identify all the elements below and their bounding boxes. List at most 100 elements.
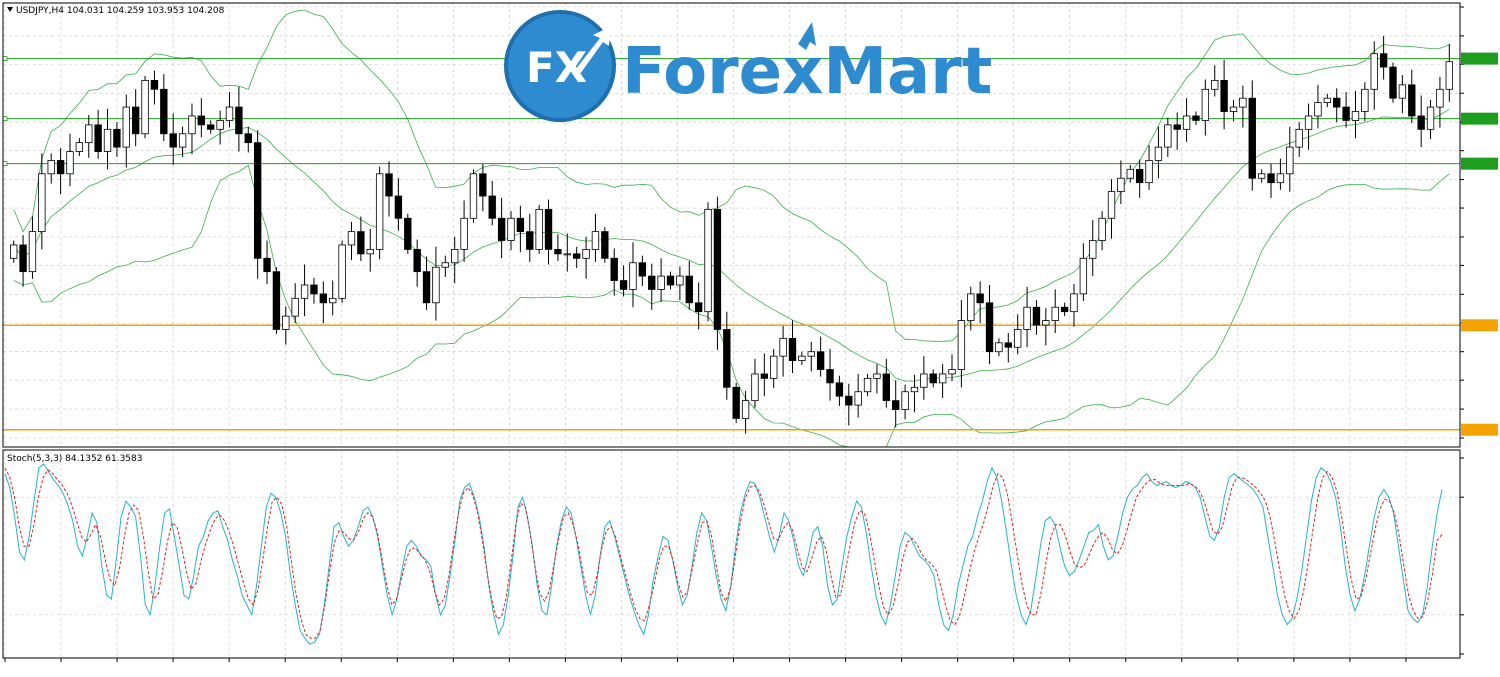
candle-body — [995, 342, 1003, 353]
candle-body — [929, 373, 937, 384]
candle-body — [854, 391, 862, 406]
stoch-header: Stoch(5,3,3) 84.1352 61.3583 — [7, 454, 142, 464]
candle-body — [451, 249, 459, 264]
price-tag-bg — [1461, 112, 1498, 125]
candle-body — [920, 373, 928, 388]
axes — [4, 6, 1464, 662]
price-tag-bg — [1461, 319, 1498, 332]
collapse-triangle-icon[interactable] — [7, 7, 13, 12]
candle-body — [676, 275, 684, 286]
candle-body — [1408, 84, 1416, 117]
candle-body — [1098, 217, 1106, 241]
candle-body — [1229, 106, 1238, 112]
candle-body — [1004, 342, 1012, 348]
candle-body — [845, 395, 853, 406]
logo-fx: FX — [526, 43, 587, 92]
candle-body — [1295, 128, 1303, 148]
candle-body — [544, 208, 553, 250]
candle-body — [1107, 191, 1116, 219]
candle-body — [244, 133, 252, 144]
candle-body — [892, 400, 900, 410]
candle-body — [272, 271, 281, 330]
candle-body — [319, 293, 328, 304]
candle-body — [103, 128, 112, 152]
candle-body — [188, 115, 196, 135]
price-tags — [1461, 52, 1498, 436]
candle-body — [94, 124, 102, 152]
candle-body — [770, 355, 778, 379]
main-panel-frame — [2, 2, 1461, 448]
candle-body — [1426, 106, 1435, 130]
candle-body — [1239, 97, 1247, 108]
candle-body — [1173, 124, 1181, 130]
candle-body — [1060, 306, 1069, 313]
candle-body — [1079, 257, 1088, 295]
candle-body — [394, 195, 403, 219]
candle-body — [1051, 306, 1059, 321]
candle-body — [282, 315, 290, 330]
candle-body — [1370, 53, 1378, 90]
candle-body — [122, 106, 130, 148]
candle-body — [948, 369, 956, 375]
candle-body — [1117, 177, 1125, 192]
candle-body — [131, 106, 140, 135]
candle-body — [1314, 102, 1322, 117]
candle-body — [873, 373, 881, 379]
candle-body — [704, 208, 712, 313]
forexmart-logo: FX ForexMart — [504, 10, 992, 122]
candle-body — [1398, 84, 1407, 99]
candle-body — [169, 133, 177, 148]
candle-body — [10, 244, 18, 259]
candle-body — [1257, 173, 1266, 179]
candle-body — [788, 337, 797, 362]
bollinger-upper — [13, 9, 1450, 342]
candle-body — [347, 231, 356, 246]
candle-body — [910, 386, 919, 393]
candle-body — [150, 79, 159, 90]
candle-body — [413, 249, 421, 273]
candle-body — [1276, 173, 1285, 184]
candle-body — [638, 262, 647, 277]
stochastic-panel — [3, 463, 1460, 645]
candle-body — [1333, 97, 1341, 108]
candle-body — [1323, 97, 1332, 104]
candle-body — [441, 262, 449, 268]
candle-body — [235, 106, 243, 135]
candle-body — [1145, 160, 1153, 184]
candle-body — [1436, 88, 1444, 108]
candle-body — [1342, 106, 1350, 121]
candle-body — [75, 142, 84, 152]
logo-circle-icon — [504, 10, 616, 122]
candle-body — [1164, 124, 1172, 148]
candle-body — [488, 195, 496, 219]
candle-body — [1389, 66, 1397, 99]
candle-body — [666, 275, 675, 286]
candle-body — [760, 373, 769, 379]
logo-brand-arrow-icon — [798, 22, 816, 50]
candle-body — [798, 355, 806, 362]
candle-body — [1089, 240, 1097, 259]
candle-body — [535, 208, 543, 250]
bollinger-middle — [13, 108, 1450, 382]
candle-body — [610, 257, 618, 281]
candle-body — [826, 369, 834, 384]
candle-body — [554, 249, 562, 255]
candle-body — [160, 88, 168, 135]
candle-body — [526, 231, 534, 250]
candle-body — [713, 208, 722, 330]
candle-body — [225, 106, 234, 121]
candle-body — [432, 266, 440, 304]
candle-body — [1361, 88, 1369, 112]
candle-body — [1126, 168, 1134, 179]
candle-body — [263, 257, 271, 273]
candle-body — [497, 217, 506, 241]
candle-body — [422, 271, 431, 304]
candle-body — [619, 280, 628, 290]
candle-body — [291, 297, 299, 317]
candle-body — [1201, 88, 1210, 121]
candle-body — [1304, 115, 1313, 130]
candle-body — [113, 128, 121, 148]
bollinger-lower — [13, 164, 1450, 448]
price-tag-bg — [1461, 52, 1498, 65]
candle-body — [938, 373, 947, 384]
